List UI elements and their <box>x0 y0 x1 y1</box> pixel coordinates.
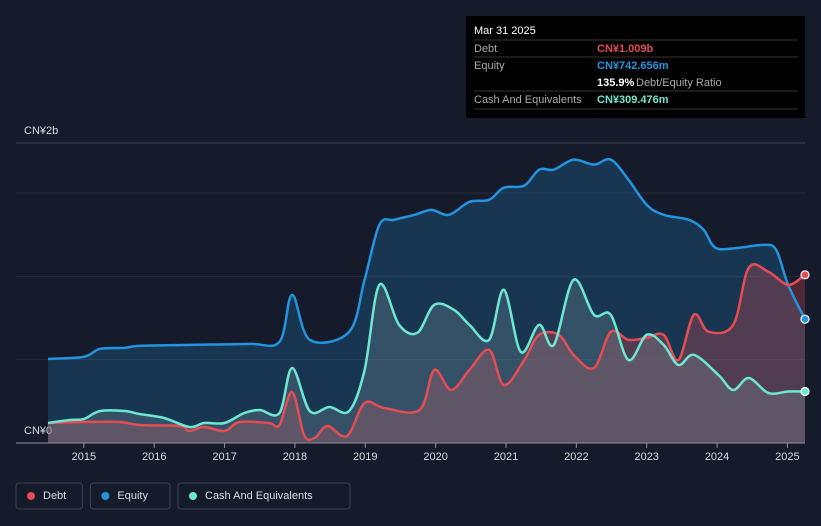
x-tick-label: 2015 <box>72 451 96 463</box>
x-tick-label: 2016 <box>142 451 166 463</box>
legend-swatch <box>189 492 197 500</box>
tooltip-label: Debt <box>474 43 497 55</box>
tooltip-label: Cash And Equivalents <box>474 94 582 106</box>
area <box>48 264 805 443</box>
tooltip-value: CN¥742.656m <box>597 60 669 72</box>
x-tick-label: 2018 <box>283 451 307 463</box>
x-tick-label: 2021 <box>494 451 518 463</box>
legend-item[interactable]: Debt <box>15 482 83 510</box>
legend-box[interactable] <box>177 482 351 510</box>
legend-item[interactable]: Cash And Equivalents <box>177 482 351 510</box>
line <box>47 278 806 429</box>
x-tick-label: 2025 <box>775 451 799 463</box>
x-tick-label: 2022 <box>564 451 588 463</box>
tooltip-label: Debt/Equity Ratio <box>636 77 722 89</box>
tooltip-date: Mar 31 2025 <box>474 25 536 37</box>
legend: Debt Equity Cash And Equivalents <box>15 482 351 510</box>
x-tick-label: 2024 <box>705 451 729 463</box>
end-dot <box>800 314 810 324</box>
x-tick-label: 2023 <box>634 451 658 463</box>
legend-label: Equity <box>117 490 148 502</box>
x-tick-label: 2020 <box>423 451 447 463</box>
tooltip-value: 135.9% <box>597 77 635 89</box>
legend-box[interactable] <box>89 482 171 510</box>
x-tick-label: 2017 <box>212 451 236 463</box>
legend-box[interactable] <box>15 482 83 510</box>
end-dot <box>800 386 810 397</box>
line <box>47 263 806 442</box>
tooltip-label: Equity <box>474 60 505 72</box>
tooltip-value: CN¥1.009b <box>597 43 654 55</box>
legend-label: Debt <box>43 490 66 502</box>
area <box>48 279 805 443</box>
tooltip-value: CN¥309.476m <box>597 94 669 106</box>
legend-swatch <box>101 492 110 500</box>
x-tick-label: 2019 <box>353 451 377 463</box>
y-tick-label: CN¥2b <box>24 125 58 137</box>
legend-swatch <box>27 492 35 500</box>
line <box>47 157 807 361</box>
legend-label: Cash And Equivalents <box>205 490 313 502</box>
y-tick-label: CN¥0 <box>24 425 52 437</box>
tooltip-box <box>466 16 805 118</box>
tooltip: Mar 31 2025 Debt CN¥1.009b Equity CN¥742… <box>466 16 805 118</box>
plot: CN¥0 CN¥2b 2015 2016 2017 2018 2019 2020 2021 202… <box>16 125 810 463</box>
legend-item[interactable]: Equity <box>89 482 171 510</box>
end-dot <box>800 270 810 280</box>
area <box>48 159 805 443</box>
